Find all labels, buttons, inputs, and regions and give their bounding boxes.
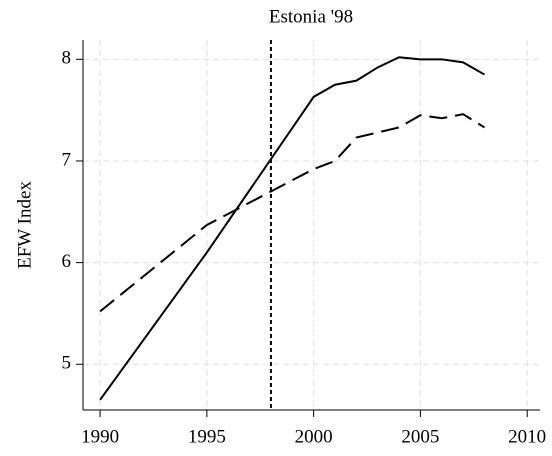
x-tick-label: 2010 bbox=[508, 426, 546, 447]
y-tick-label: 7 bbox=[62, 149, 72, 170]
line-series bbox=[99, 56, 485, 401]
x-tick-label: 1990 bbox=[81, 426, 119, 447]
chart-title: Estonia '98 bbox=[269, 6, 353, 27]
line-series bbox=[99, 113, 486, 313]
y-tick-label: 6 bbox=[62, 251, 72, 272]
y-tick-label: 8 bbox=[62, 48, 72, 69]
x-tick-label: 2005 bbox=[401, 426, 439, 447]
x-tick-label: 2000 bbox=[295, 426, 333, 447]
x-tick-label: 1995 bbox=[188, 426, 226, 447]
y-axis-label: EFW Index bbox=[14, 181, 35, 269]
y-tick-label: 5 bbox=[62, 353, 72, 374]
